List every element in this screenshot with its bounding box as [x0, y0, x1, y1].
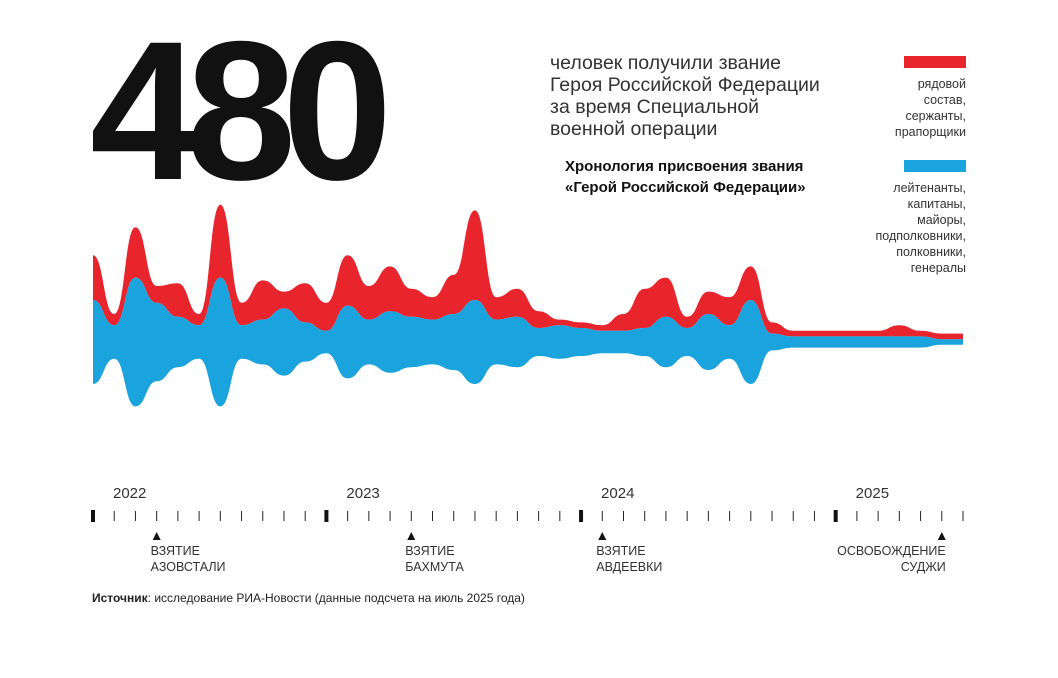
source-label: Источник — [92, 591, 148, 605]
series-area-red — [93, 204, 963, 340]
year-label: 2022 — [113, 485, 146, 502]
legend-label: капитаны, — [907, 197, 966, 211]
event-label: ВЗЯТИЕ — [596, 544, 645, 558]
year-tick — [579, 510, 584, 522]
legend-label: полковники, — [896, 245, 966, 259]
legend-privates: рядовой состав, сержанты, прапорщики — [826, 56, 966, 140]
legend-label: сержанты, — [905, 109, 966, 123]
year-label: 2023 — [346, 485, 379, 502]
headline-text: человек получили звание Героя Российской… — [550, 52, 880, 140]
legend-swatch-blue — [904, 160, 966, 172]
event-label: ВЗЯТИЕ — [405, 544, 454, 558]
year-tick — [833, 510, 838, 522]
legend-label: прапорщики — [894, 125, 966, 139]
legend-label: рядовой — [917, 77, 966, 91]
legend-swatch-red — [904, 56, 966, 68]
event-label: АВДЕЕВКИ — [596, 560, 662, 574]
year-label: 2025 — [856, 485, 889, 502]
chart-subtitle: Хронология присвоения звания «Герой Росс… — [565, 156, 895, 198]
series-area-blue — [93, 277, 963, 407]
legend-label: лейтенанты, — [893, 181, 966, 195]
legend-label: подполковники, — [875, 229, 967, 243]
legend-officers: лейтенанты, капитаны, майоры, подполковн… — [826, 160, 966, 276]
event-label: АЗОВСТАЛИ — [151, 560, 226, 574]
source-text: : исследование РИА-Новости (данные подсч… — [147, 591, 525, 605]
legend-label: майоры, — [917, 213, 966, 227]
subtitle-line: Хронология присвоения звания — [565, 158, 804, 175]
headline-line: за время Специальной — [550, 96, 760, 118]
event-marker — [407, 532, 416, 540]
legend-label: состав, — [923, 93, 966, 107]
year-label: 2024 — [601, 485, 634, 502]
total-heroes-number: 480 — [90, 0, 392, 221]
event-marker — [152, 532, 161, 540]
year-tick — [91, 510, 95, 522]
headline-line: военной операции — [550, 118, 718, 140]
event-label: СУДЖИ — [901, 560, 946, 574]
subtitle-line: «Герой Российской Федерации» — [565, 179, 806, 196]
event-label: ОСВОБОЖДЕНИЕ — [837, 544, 946, 558]
event-marker — [937, 532, 946, 540]
headline-line: человек получили звание — [550, 52, 782, 74]
event-marker — [598, 532, 607, 540]
event-label: ВЗЯТИЕ — [151, 544, 200, 558]
event-label: БАХМУТА — [405, 560, 464, 574]
headline-line: Героя Российской Федерации — [550, 74, 820, 96]
legend-label: генералы — [910, 261, 966, 275]
year-tick — [324, 510, 329, 522]
source-note: Источник: исследование РИА-Новости (данн… — [92, 591, 525, 605]
